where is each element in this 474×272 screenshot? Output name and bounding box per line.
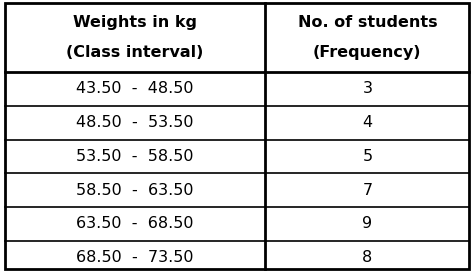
Text: 58.50  -  63.50: 58.50 - 63.50 (76, 183, 194, 198)
Text: 9: 9 (362, 216, 373, 231)
Text: (Frequency): (Frequency) (313, 45, 421, 60)
Text: 8: 8 (362, 250, 373, 265)
Text: 53.50  -  58.50: 53.50 - 58.50 (76, 149, 194, 164)
Text: 4: 4 (362, 115, 373, 130)
Text: Weights in kg: Weights in kg (73, 15, 197, 30)
Text: 3: 3 (362, 81, 373, 97)
Text: 7: 7 (362, 183, 373, 198)
Text: 48.50  -  53.50: 48.50 - 53.50 (76, 115, 194, 130)
Text: No. of students: No. of students (298, 15, 437, 30)
Text: 5: 5 (362, 149, 373, 164)
Text: 63.50  -  68.50: 63.50 - 68.50 (76, 216, 194, 231)
Text: 68.50  -  73.50: 68.50 - 73.50 (76, 250, 194, 265)
Text: (Class interval): (Class interval) (66, 45, 204, 60)
Text: 43.50  -  48.50: 43.50 - 48.50 (76, 81, 194, 97)
